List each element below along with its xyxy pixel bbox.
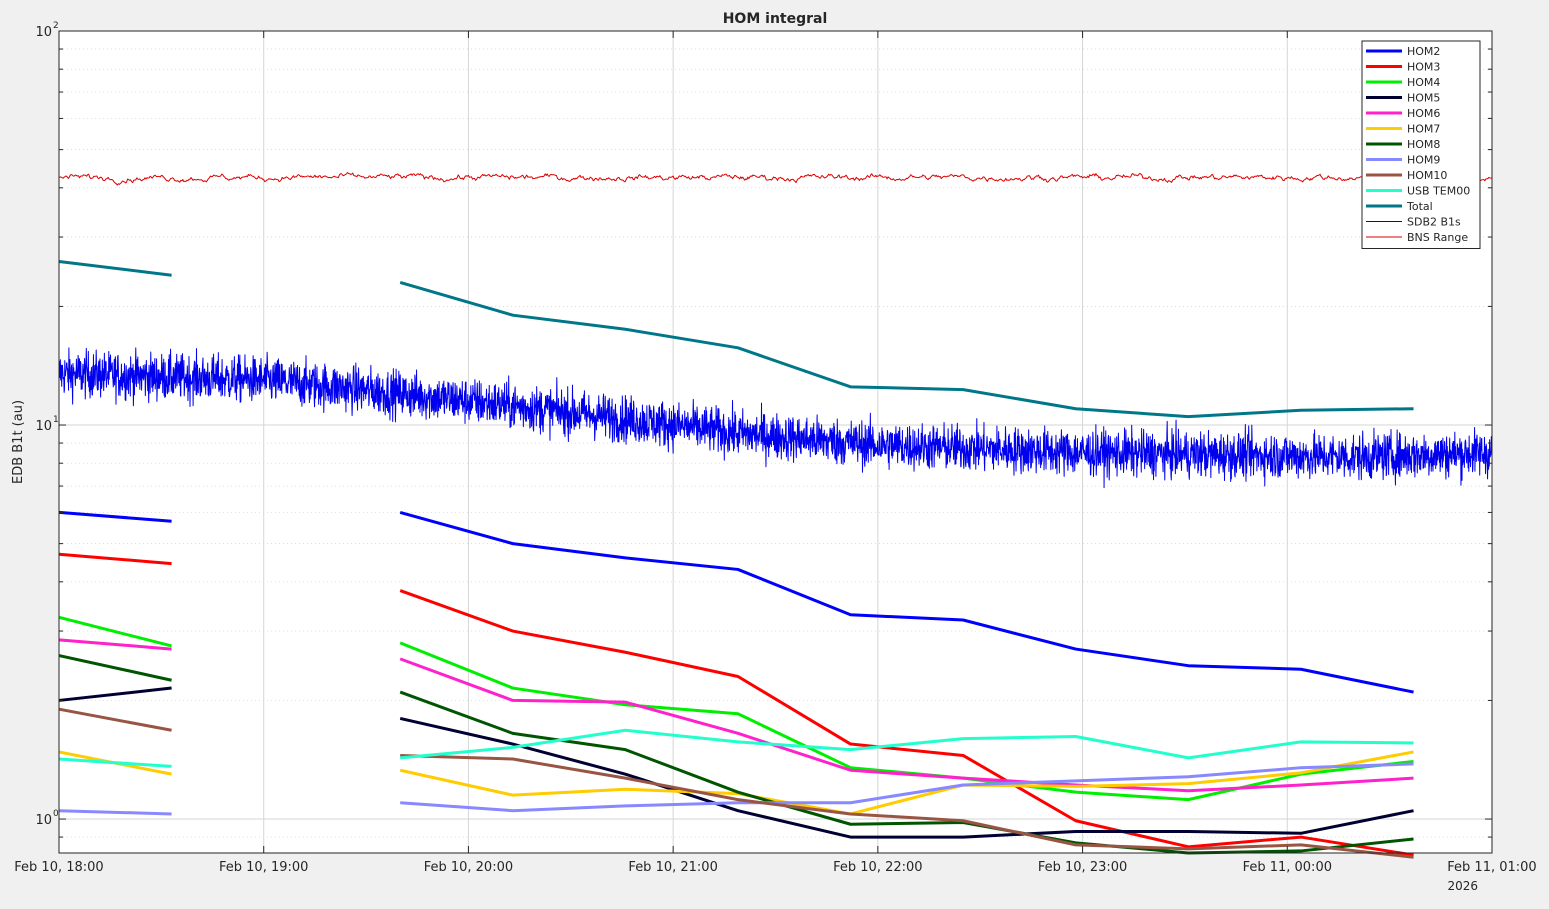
legend-label: HOM3 bbox=[1407, 61, 1440, 74]
legend-item[interactable]: HOM5 bbox=[1366, 92, 1440, 105]
series-line-hom9 bbox=[58, 809, 172, 816]
series-line-hom3 bbox=[399, 589, 1414, 857]
x-tick-labels: Feb 10, 18:00 Feb 10, 19:00 Feb 10, 20:00 F… bbox=[14, 860, 1536, 875]
y-tick-exponent: 2 bbox=[53, 21, 59, 31]
series-line-total bbox=[58, 260, 172, 277]
legend-item[interactable]: SDB2 B1s bbox=[1366, 216, 1461, 229]
legend-item[interactable]: HOM4 bbox=[1366, 76, 1440, 89]
x-tick-label: Feb 11, 00:00 bbox=[1243, 860, 1332, 875]
y-tick-label: 10 bbox=[35, 419, 52, 434]
axis-ticks bbox=[58, 30, 1493, 853]
x-year-label: 2026 bbox=[1447, 879, 1478, 893]
series-line-hom7 bbox=[399, 750, 1414, 816]
legend-label: SDB2 B1s bbox=[1407, 216, 1461, 229]
hom-series-group bbox=[58, 260, 1414, 859]
legend-label: HOM2 bbox=[1407, 45, 1440, 58]
legend-label: HOM6 bbox=[1407, 107, 1440, 120]
series-line-hom9 bbox=[400, 762, 1414, 813]
series-line-hom3 bbox=[58, 552, 172, 566]
legend-label: USB TEM00 bbox=[1407, 185, 1470, 198]
legend-label: HOM5 bbox=[1407, 92, 1440, 105]
legend-item[interactable]: HOM8 bbox=[1366, 138, 1440, 151]
legend-label: HOM8 bbox=[1407, 138, 1440, 151]
plot-frame bbox=[58, 30, 1493, 854]
series-line-hom2 bbox=[399, 510, 1414, 694]
noisy-series-group bbox=[58, 172, 1493, 489]
x-tick-label: Feb 11, 01:00 bbox=[1447, 860, 1536, 875]
series-line-hom10 bbox=[58, 707, 172, 732]
x-tick-label: Feb 10, 20:00 bbox=[424, 860, 513, 875]
y-tick-exponent: 0 bbox=[53, 809, 59, 819]
series-line-sdb2-b1s bbox=[58, 347, 1493, 489]
y-tick-label: 10 bbox=[35, 813, 52, 828]
legend-item[interactable]: HOM2 bbox=[1366, 45, 1440, 58]
series-line-hom2 bbox=[58, 510, 172, 523]
legend-label: HOM10 bbox=[1407, 169, 1447, 182]
legend-item[interactable]: HOM9 bbox=[1366, 154, 1440, 167]
legend-label: HOM7 bbox=[1407, 123, 1440, 136]
legend-item[interactable]: USB TEM00 bbox=[1366, 185, 1470, 198]
legend-item[interactable]: HOM6 bbox=[1366, 107, 1440, 120]
legend-label: HOM9 bbox=[1407, 154, 1440, 167]
x-tick-label: Feb 10, 22:00 bbox=[833, 860, 922, 875]
y-tick-label: 10 bbox=[35, 25, 52, 40]
legend-label: Total bbox=[1406, 200, 1433, 213]
series-line-hom6 bbox=[399, 657, 1414, 793]
chart-title: HOM integral bbox=[723, 11, 828, 27]
legend-item[interactable]: HOM7 bbox=[1366, 123, 1440, 136]
x-tick-label: Feb 10, 18:00 bbox=[14, 860, 103, 875]
legend-label: HOM4 bbox=[1407, 76, 1440, 89]
x-tick-label: Feb 10, 21:00 bbox=[628, 860, 717, 875]
series-line-hom4 bbox=[58, 615, 172, 648]
y-axis-label: EDB B1t (au) bbox=[11, 400, 26, 484]
x-tick-label: Feb 10, 19:00 bbox=[219, 860, 308, 875]
legend[interactable]: HOM2 HOM3 HOM4 HOM5 HOM6 HOM7 HOM8 HOM9 HOM10 USB… bbox=[1361, 40, 1481, 249]
x-tick-label: Feb 10, 23:00 bbox=[1038, 860, 1127, 875]
legend-item[interactable]: Total bbox=[1366, 200, 1433, 213]
legend-item[interactable]: BNS Range bbox=[1366, 231, 1468, 244]
series-line-hom5 bbox=[399, 716, 1414, 839]
series-line-hom8 bbox=[399, 690, 1414, 855]
series-line-usb-tem00 bbox=[58, 757, 172, 768]
series-line-hom8 bbox=[58, 654, 172, 682]
series-line-usb-tem00 bbox=[400, 728, 1414, 760]
series-line-hom10 bbox=[400, 753, 1414, 859]
legend-item[interactable]: HOM3 bbox=[1366, 61, 1440, 74]
y-tick-exponent: 1 bbox=[53, 415, 59, 425]
legend-item[interactable]: HOM10 bbox=[1366, 169, 1447, 182]
legend-label: BNS Range bbox=[1407, 231, 1468, 244]
series-line-hom6 bbox=[58, 638, 172, 651]
series-line-hom5 bbox=[58, 686, 172, 702]
series-line-bns-range bbox=[58, 172, 1493, 186]
series-line-total bbox=[399, 281, 1414, 419]
